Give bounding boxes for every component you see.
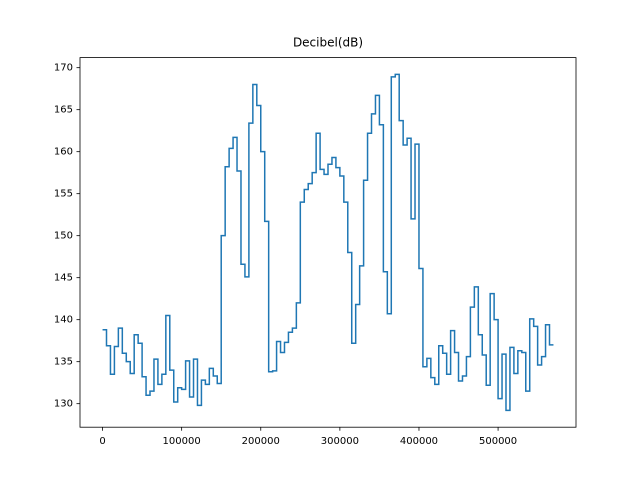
y-tick-label: 135 — [54, 357, 73, 368]
x-tick-label: 0 — [99, 436, 105, 447]
x-tick-label: 500000 — [479, 436, 517, 447]
y-tick-label: 155 — [54, 189, 73, 200]
x-tick-label: 300000 — [321, 436, 359, 447]
y-tick-label: 130 — [54, 399, 73, 410]
y-tick-label: 140 — [54, 315, 73, 326]
step-line — [102, 73, 554, 412]
y-tick-label: 170 — [54, 63, 73, 74]
x-tick-label: 100000 — [163, 436, 201, 447]
y-tick-label: 150 — [54, 231, 73, 242]
x-tick-label: 200000 — [242, 436, 280, 447]
y-tick-label: 145 — [54, 273, 73, 284]
plot-frame — [79, 57, 577, 428]
y-tick-label: 165 — [54, 105, 73, 116]
chart-title: Decibel(dB) — [293, 36, 363, 50]
x-tick-label: 400000 — [400, 436, 438, 447]
y-tick-label: 160 — [54, 147, 73, 158]
